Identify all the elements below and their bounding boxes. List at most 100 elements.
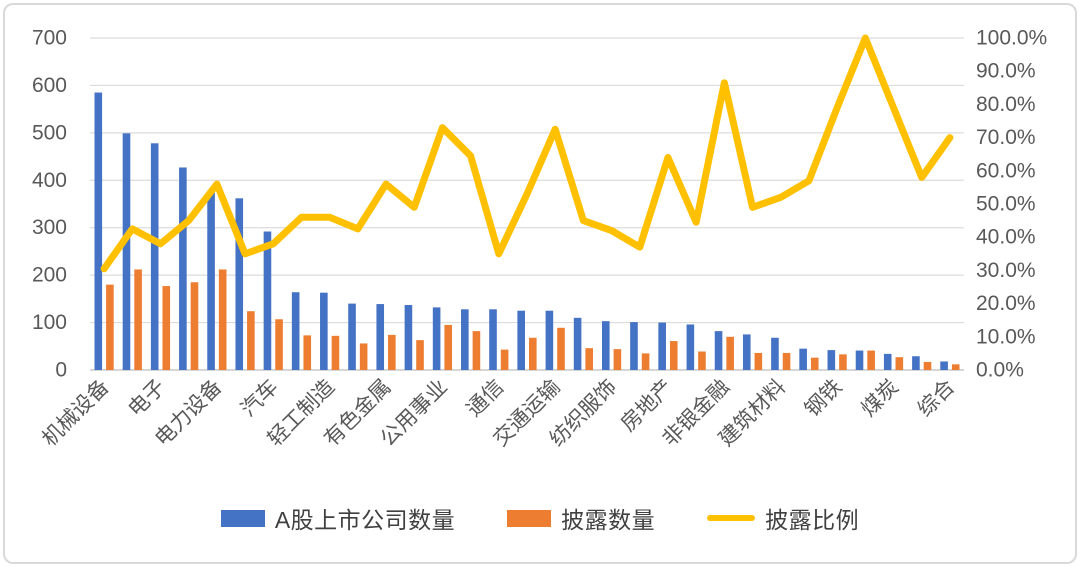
svg-text:600: 600 — [32, 74, 67, 97]
bar-disclosed — [359, 343, 368, 370]
bar-disclosed — [529, 337, 537, 370]
bar-disclosed — [557, 327, 565, 370]
bar-a-share — [630, 322, 638, 370]
bar-disclosed — [613, 349, 622, 370]
bar-disclosed — [190, 282, 199, 370]
svg-text:50.0%: 50.0% — [976, 193, 1036, 216]
bar-disclosed — [444, 324, 453, 370]
bar-a-share — [742, 334, 751, 370]
bar-a-share — [404, 305, 413, 370]
bar-disclosed — [472, 331, 481, 370]
bar-a-share — [150, 143, 159, 370]
bar-disclosed — [923, 361, 932, 370]
bar-a-share — [855, 350, 864, 370]
svg-text:0.0%: 0.0% — [976, 359, 1024, 382]
svg-text:30.0%: 30.0% — [976, 259, 1036, 282]
bar-disclosed — [698, 351, 706, 370]
category-label: 电子 — [124, 375, 170, 421]
svg-text:400: 400 — [32, 169, 67, 192]
svg-text:100.0%: 100.0% — [976, 27, 1047, 50]
bar-a-share — [263, 231, 272, 370]
svg-text:700: 700 — [32, 27, 67, 50]
bar-a-share — [291, 292, 300, 370]
bar-disclosed — [500, 349, 509, 370]
bar-disclosed — [218, 269, 227, 370]
bar-disclosed — [585, 348, 593, 370]
bar-a-share — [461, 309, 469, 370]
bar-a-share — [376, 304, 385, 370]
svg-text:100: 100 — [32, 311, 67, 334]
svg-text:200: 200 — [32, 264, 67, 287]
svg-text:60.0%: 60.0% — [976, 159, 1036, 182]
orange-bar-swatch-icon — [507, 509, 552, 527]
legend-label: A股上市公司数量 — [274, 507, 456, 533]
bar-a-share — [517, 310, 525, 370]
bar-disclosed — [810, 357, 819, 370]
bar-a-share — [658, 322, 666, 370]
svg-text:500: 500 — [32, 121, 67, 144]
bar-disclosed — [895, 357, 904, 370]
bar-disclosed — [839, 354, 847, 370]
bar-a-share — [94, 92, 103, 371]
bar-a-share — [912, 356, 920, 370]
bar-a-share — [348, 303, 356, 370]
category-label: 汽车 — [237, 375, 283, 421]
svg-text:40.0%: 40.0% — [976, 226, 1036, 249]
category-label: 钢铁 — [801, 375, 847, 421]
bar-a-share — [827, 350, 836, 370]
bar-a-share — [714, 331, 723, 370]
bar-disclosed — [247, 311, 255, 370]
bar-disclosed — [416, 340, 424, 370]
svg-text:90.0%: 90.0% — [976, 60, 1036, 83]
bars-disclosed — [106, 269, 960, 370]
bar-disclosed — [726, 336, 734, 370]
svg-text:20.0%: 20.0% — [976, 292, 1036, 315]
bar-a-share — [235, 198, 244, 370]
svg-text:10.0%: 10.0% — [976, 325, 1036, 348]
bar-disclosed — [641, 353, 650, 370]
bar-a-share — [489, 309, 497, 370]
bar-disclosed — [162, 286, 171, 370]
bar-disclosed — [331, 335, 340, 370]
yellow-line-swatch-icon — [707, 515, 756, 521]
category-label: 通信 — [462, 375, 508, 421]
bar-disclosed — [951, 364, 960, 370]
bar-a-share — [432, 307, 441, 370]
ratio-line — [100, 34, 954, 273]
right-axis-labels: 100.0% 90.0% 80.0% 70.0% 60.0% 50.0% 40.0% 30.0… — [976, 27, 1047, 382]
svg-text:300: 300 — [32, 216, 67, 239]
bar-a-share — [940, 361, 948, 370]
legend-item-ratio: 披露比例 — [707, 501, 859, 535]
chart-legend: A股上市公司数量 披露数量 披露比例 — [5, 501, 1075, 535]
legend-label: 披露数量 — [561, 507, 656, 533]
bar-disclosed — [669, 341, 678, 370]
chart-frame: 700 600 500 400 300 200 100 0 100.0% 90.0% 80.0% 70… — [3, 3, 1077, 564]
category-label: 煤炭 — [857, 375, 903, 421]
legend-item-disclosed: 披露数量 — [507, 501, 655, 535]
svg-text:70.0%: 70.0% — [976, 126, 1036, 149]
bar-disclosed — [106, 284, 114, 370]
bar-disclosed — [754, 352, 763, 370]
bars-a-share — [94, 92, 948, 371]
bar-disclosed — [303, 335, 312, 370]
bar-disclosed — [275, 319, 283, 370]
bar-a-share — [573, 317, 582, 370]
bar-disclosed — [782, 352, 791, 370]
bar-a-share — [207, 192, 215, 370]
bar-a-share — [771, 337, 779, 370]
svg-text:80.0%: 80.0% — [976, 93, 1036, 116]
bar-disclosed — [134, 269, 142, 370]
blue-bar-swatch-icon — [220, 509, 265, 527]
bar-a-share — [179, 167, 187, 370]
bar-a-share — [601, 321, 610, 370]
left-axis-labels: 700 600 500 400 300 200 100 0 — [32, 27, 67, 382]
bar-a-share — [686, 324, 695, 370]
bar-a-share — [122, 133, 131, 370]
bar-disclosed — [867, 350, 875, 370]
svg-text:0: 0 — [55, 359, 67, 382]
legend-item-a-share: A股上市公司数量 — [220, 501, 456, 535]
bar-a-share — [799, 348, 807, 370]
category-label: 综合 — [913, 375, 959, 421]
bar-disclosed — [388, 334, 396, 370]
